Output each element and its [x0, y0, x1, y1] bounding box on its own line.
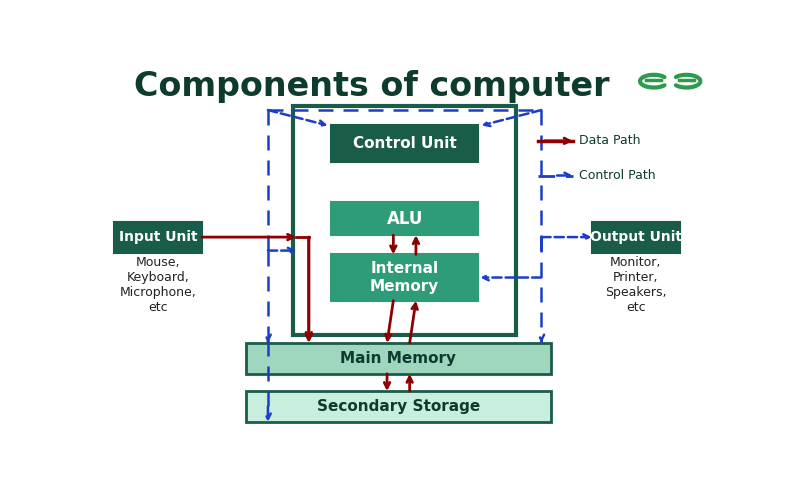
Text: Internal
Memory: Internal Memory	[370, 262, 440, 294]
Text: Input Unit: Input Unit	[118, 230, 197, 244]
FancyBboxPatch shape	[114, 222, 202, 252]
FancyBboxPatch shape	[331, 126, 478, 162]
Text: Components of computer: Components of computer	[134, 70, 609, 102]
Text: Control Path: Control Path	[579, 169, 655, 182]
Text: Mouse,
Keyboard,
Microphone,
etc: Mouse, Keyboard, Microphone, etc	[119, 256, 196, 314]
Text: Secondary Storage: Secondary Storage	[317, 399, 480, 414]
Text: ALU: ALU	[387, 210, 423, 228]
Text: Main Memory: Main Memory	[341, 351, 457, 366]
FancyBboxPatch shape	[331, 202, 478, 235]
FancyBboxPatch shape	[293, 106, 516, 336]
Text: Control Unit: Control Unit	[353, 136, 457, 151]
FancyBboxPatch shape	[331, 254, 478, 300]
FancyBboxPatch shape	[592, 222, 680, 252]
Text: Data Path: Data Path	[579, 134, 641, 147]
Text: Monitor,
Printer,
Speakers,
etc: Monitor, Printer, Speakers, etc	[605, 256, 667, 314]
FancyBboxPatch shape	[246, 343, 551, 374]
Text: Output Unit: Output Unit	[590, 230, 681, 244]
FancyBboxPatch shape	[246, 391, 551, 422]
